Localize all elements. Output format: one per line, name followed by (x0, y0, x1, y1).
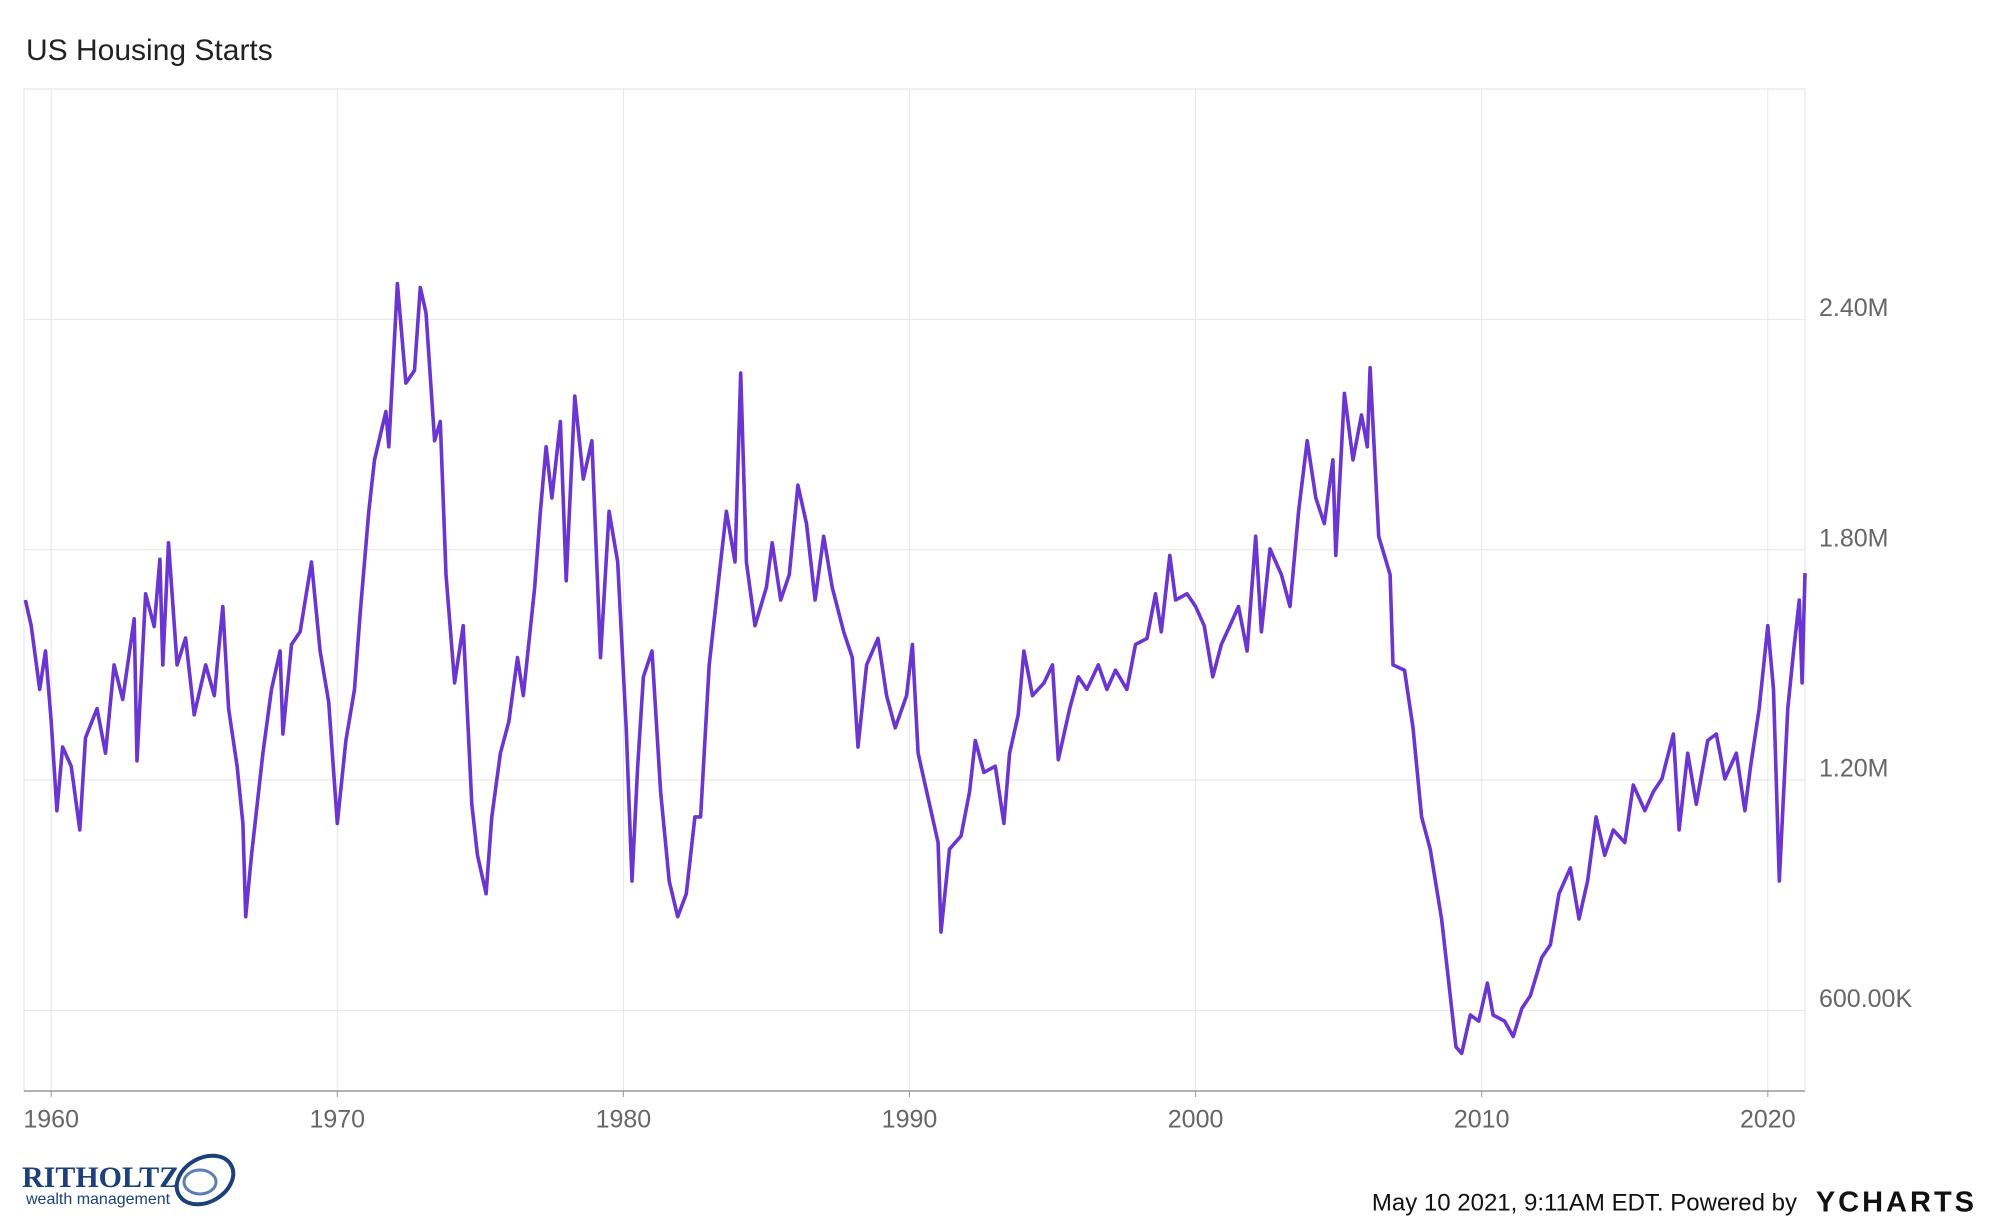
x-tick-label: 1970 (309, 1106, 365, 1134)
footer-timestamp: May 10 2021, 9:11AM EDT. Powered by (1372, 1189, 1797, 1216)
footer-brand: YCHARTS (1816, 1187, 1977, 1219)
logo-name: RITHOLTZ (22, 1161, 179, 1194)
value-label: 1.739M (0, 0, 40, 12)
x-tick-label: 1980 (596, 1106, 652, 1134)
logo: RITHOLTZ wealth management (22, 1153, 236, 1208)
logo-swoosh (174, 1153, 236, 1207)
x-tick-label: 2000 (1168, 1106, 1224, 1134)
y-tick-label: 2.40M (1819, 294, 1888, 322)
y-tick-label: 1.80M (1819, 524, 1888, 552)
logo-sub: wealth management (25, 1191, 171, 1208)
series-line (23, 281, 1807, 1056)
logo-globe (182, 1168, 218, 1196)
y-tick-label: 1.20M (1819, 755, 1888, 783)
chart-title: US Housing Starts (26, 34, 273, 67)
y-tick-label: 600.00K (1819, 985, 1912, 1013)
plot-frame (23, 88, 1806, 1092)
x-tick-label: 2010 (1454, 1106, 1510, 1134)
x-tick-label: 1990 (882, 1106, 938, 1134)
x-tick-label: 2020 (1740, 1106, 1796, 1134)
x-tick-label: 1960 (23, 1106, 79, 1134)
